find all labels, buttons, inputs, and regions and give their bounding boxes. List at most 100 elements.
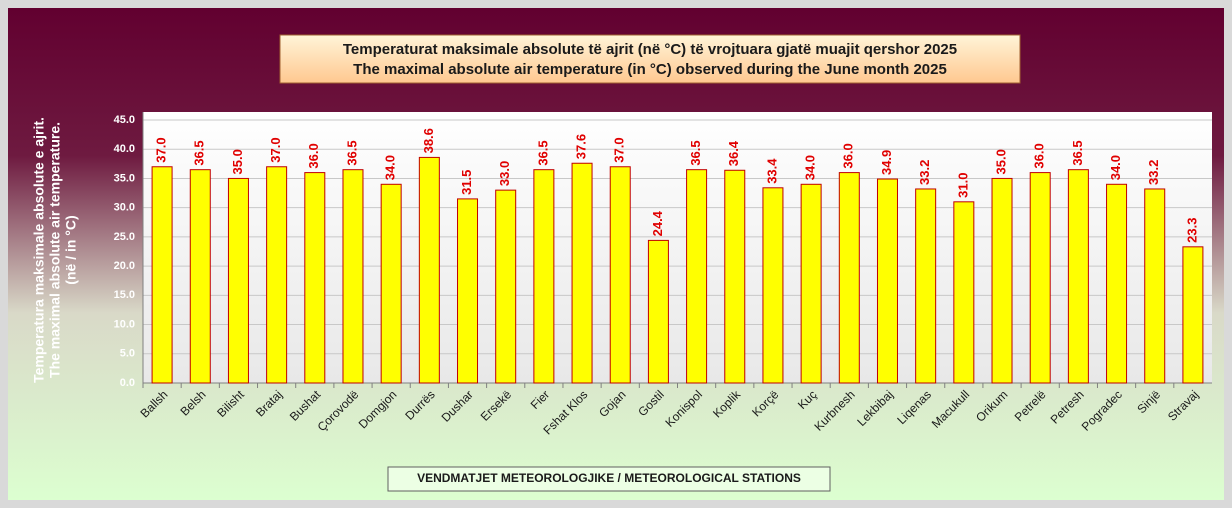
y-tick-label: 15.0 [114,289,135,301]
bar [495,189,517,384]
value-label-group: 33.4 [764,158,779,184]
y-tick-label: 40.0 [114,143,135,155]
bar [380,183,402,384]
plot-area [143,112,1212,383]
value-label-group: 34.9 [879,150,894,175]
value-label: 36.5 [1070,140,1085,165]
y-tick-label: 25.0 [114,231,135,243]
value-label-group: 36.0 [306,143,321,168]
bar [876,178,898,384]
bar [266,166,288,384]
value-label-group: 33.0 [497,161,512,186]
bar [991,177,1013,384]
value-label-group: 36.5 [344,140,359,165]
bar [1144,188,1166,384]
value-label: 36.0 [1032,143,1047,168]
bar [533,169,555,384]
bar [1067,169,1089,384]
value-label-group: 35.0 [230,149,245,174]
value-label-group: 37.0 [154,137,169,162]
value-label-group: 36.0 [841,143,856,168]
value-label: 37.6 [573,134,588,159]
y-axis-title: Temperatura maksimale absolute e ajrit. … [31,117,79,383]
y-axis-title-line: The maximal absolute air temperature. [47,122,63,378]
y-tick-label: 5.0 [120,348,135,360]
bar [800,183,822,384]
value-label-group: 24.4 [650,210,665,236]
value-label-group: 36.5 [192,140,207,165]
value-label: 33.0 [497,161,512,186]
value-label-group: 34.0 [803,155,818,180]
bar [915,188,937,384]
bar [457,198,479,384]
bar [227,177,249,384]
value-label-group: 38.6 [421,128,436,153]
value-label: 31.5 [459,170,474,195]
value-label: 33.2 [917,160,932,185]
x-axis-title: VENDMATJET METEOROLOGJIKE / METEOROLOGIC… [417,471,801,485]
bar [953,201,975,384]
chart-subtitle: The maximal absolute air temperature (in… [353,61,947,78]
bar [418,156,440,384]
bar [838,172,860,384]
value-label-group: 34.0 [383,155,398,180]
value-label-group: 36.5 [688,140,703,165]
value-label-group: 37.6 [573,134,588,159]
chart-title: Temperaturat maksimale absolute të ajrit… [343,41,957,58]
y-tick-label: 10.0 [114,318,135,330]
value-label: 36.5 [535,140,550,165]
value-label-group: 23.3 [1184,218,1199,243]
title-box [279,34,1021,84]
value-label: 35.0 [230,149,245,174]
bar [724,169,746,384]
bar [686,169,708,384]
y-tick-label: 30.0 [114,202,135,214]
y-tick-label: 35.0 [114,172,135,184]
value-label: 33.4 [764,158,779,184]
value-label: 37.0 [612,137,627,162]
value-label: 31.0 [955,173,970,198]
value-label-group: 33.2 [1146,160,1161,185]
value-label-group: 36.5 [1070,140,1085,165]
y-axis-title-line: Temperatura maksimale absolute e ajrit. [31,117,47,383]
value-label-group: 35.0 [993,149,1008,174]
value-label: 34.0 [383,155,398,180]
y-tick-label: 20.0 [114,260,135,272]
bar [609,166,631,384]
value-label-group: 31.0 [955,173,970,198]
value-label: 36.5 [688,140,703,165]
value-label: 37.0 [268,137,283,162]
value-label-group: 37.0 [268,137,283,162]
value-label-group: 31.5 [459,170,474,195]
value-label-group: 33.2 [917,160,932,185]
value-label: 34.9 [879,150,894,175]
value-label: 37.0 [154,137,169,162]
bar [571,162,593,384]
value-label: 35.0 [993,149,1008,174]
bar [189,169,211,384]
value-label: 36.0 [841,143,856,168]
bar [151,166,173,384]
y-tick-label: 0.0 [120,377,135,389]
value-label: 36.5 [192,140,207,165]
value-label: 34.0 [803,155,818,180]
value-label-group: 37.0 [612,137,627,162]
value-label-group: 36.4 [726,140,741,166]
y-tick-label: 45.0 [114,114,135,126]
value-label: 23.3 [1184,218,1199,243]
x-axis-title-box [387,466,831,492]
bar [1106,183,1128,384]
bar [304,172,326,384]
value-label: 33.2 [1146,160,1161,185]
value-label-group: 36.0 [1032,143,1047,168]
bar [762,187,784,384]
bar [1182,246,1204,384]
bar [1029,172,1051,384]
value-label: 36.4 [726,140,741,166]
value-label: 34.0 [1108,155,1123,180]
value-label-group: 34.0 [1108,155,1123,180]
value-label-group: 36.5 [535,140,550,165]
value-label: 36.0 [306,143,321,168]
bar [647,239,669,384]
